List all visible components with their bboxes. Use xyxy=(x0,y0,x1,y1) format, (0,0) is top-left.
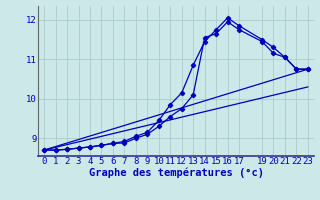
X-axis label: Graphe des températures (°c): Graphe des températures (°c) xyxy=(89,168,263,178)
